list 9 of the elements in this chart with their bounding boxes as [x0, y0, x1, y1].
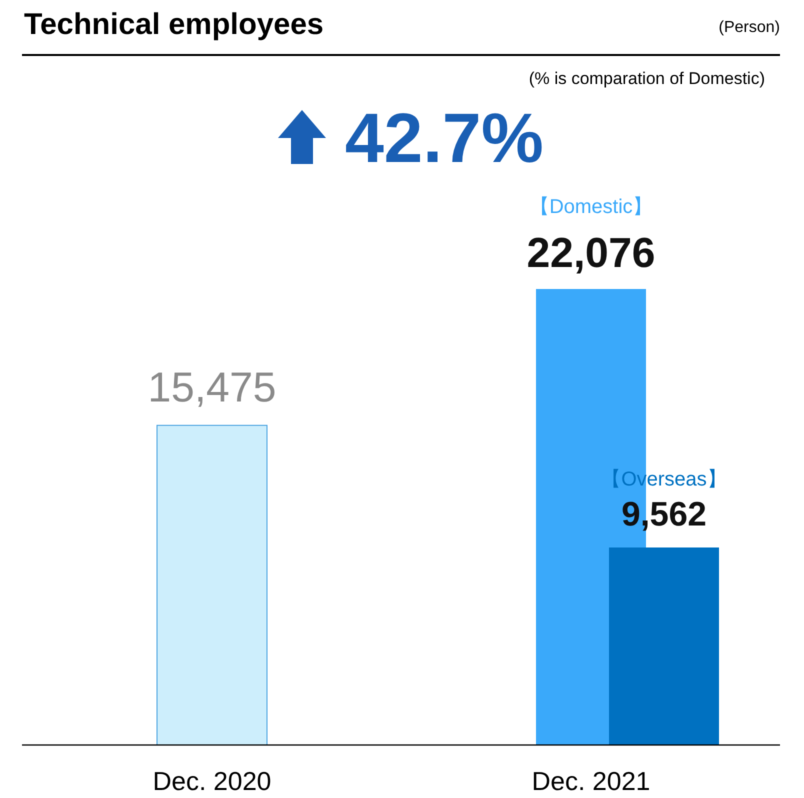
text: (% is comparation of Domestic)	[528, 69, 765, 88]
x-tick-label: Dec. 2021	[532, 766, 650, 796]
chart-title: Technical employees	[24, 8, 324, 41]
text: 【Domestic】	[529, 196, 653, 218]
data-label: 15,475	[148, 363, 276, 410]
text: 42.7%	[345, 99, 544, 177]
data-label: 22,076	[526, 229, 656, 276]
x-tick-label: Dec. 2020	[152, 766, 272, 796]
text: (Person)	[718, 19, 780, 36]
